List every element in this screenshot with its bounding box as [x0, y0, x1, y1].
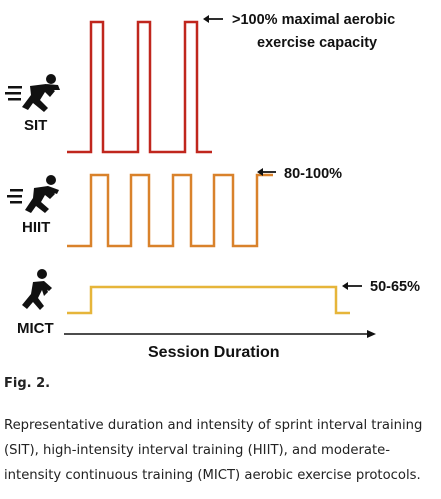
hiit-label: HIIT [22, 219, 50, 236]
mict-arrow [342, 282, 362, 290]
mict-waveform [67, 285, 350, 315]
figure-caption: Fig. 2. Representative duration and inte… [4, 376, 434, 488]
sit-label: SIT [24, 117, 47, 134]
hiit-arrow [257, 168, 276, 176]
sprinter-icon [5, 74, 60, 112]
hiit-annotation: 80-100% [284, 166, 342, 182]
mict-label: MICT [17, 320, 54, 337]
mict-annotation: 50-65% [370, 279, 420, 295]
protocol-diagram: SIT >100% maximal aerobic exercise capac… [5, 12, 420, 361]
axis-label: Session Duration [148, 344, 280, 361]
sit-annotation-line1: >100% maximal aerobic [232, 12, 395, 28]
jogger-icon [22, 269, 52, 310]
sit-arrow [203, 15, 223, 23]
caption-text: Representative duration and intensity of… [4, 418, 423, 483]
hiit-waveform [67, 173, 273, 248]
sit-waveform [67, 20, 212, 154]
sit-annotation-line2: exercise capacity [257, 35, 377, 51]
caption-title: Fig. 2. [4, 376, 51, 391]
time-axis-arrow [64, 330, 376, 338]
runner-icon [7, 175, 59, 213]
